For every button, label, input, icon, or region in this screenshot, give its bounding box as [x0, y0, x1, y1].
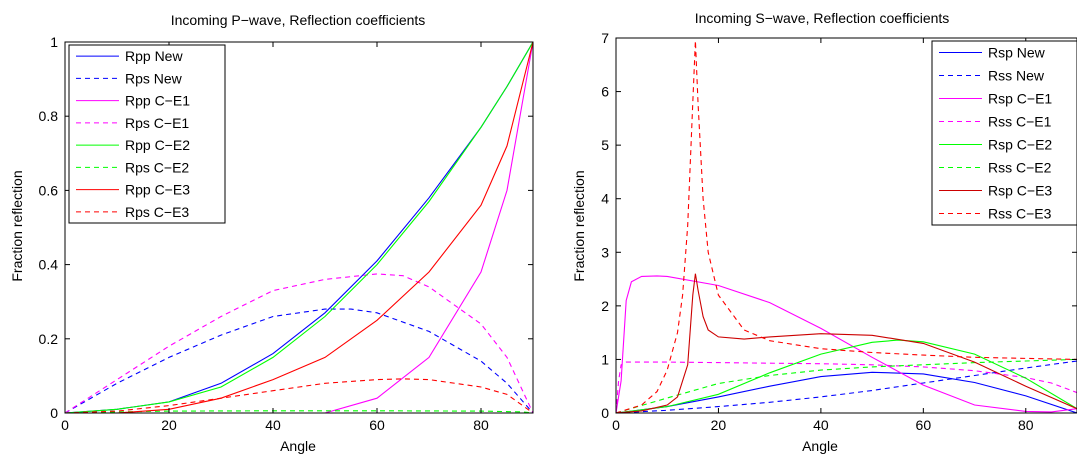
y-tick-label: 2: [601, 298, 609, 314]
legend-label-4: Rpp C−E2: [125, 137, 190, 153]
series-line-5: [616, 358, 1077, 413]
legend-label-3: Rps C−E1: [125, 115, 189, 131]
x-tick-label: 40: [265, 417, 281, 433]
legend-label-1: Rss New: [988, 68, 1045, 84]
series-line-6: [616, 273, 1077, 413]
series-line-7: [616, 40, 1077, 413]
legend-label-7: Rps C−E3: [125, 204, 189, 220]
chart-title: Incoming S−wave, Reflection coefficients: [695, 10, 950, 26]
y-tick-label: 1: [50, 34, 58, 50]
axes-frame: [64, 41, 534, 414]
x-tick-label: 80: [473, 417, 489, 433]
axes-frame: [615, 37, 1077, 414]
y-tick-label: 4: [601, 191, 609, 207]
legend-label-5: Rps C−E2: [125, 159, 189, 175]
chart-s-wave: Incoming S−wave, Reflection coefficients…: [571, 10, 1077, 454]
y-tick-label: 0.8: [39, 108, 59, 124]
y-tick-label: 0.6: [39, 182, 59, 198]
series-line-3: [65, 273, 533, 413]
legend: Rpp New Rps New Rpp C−E1 Rps C−E1 Rpp C−E2 Rp…: [68, 44, 226, 224]
x-axis-label: Angle: [802, 438, 838, 454]
y-tick-label: 0.4: [39, 257, 59, 273]
legend-label-0: Rpp New: [125, 48, 183, 64]
x-tick-label: 0: [61, 417, 69, 433]
series-line-2: [65, 42, 533, 413]
series-line-1: [616, 360, 1077, 413]
series-line-7: [65, 378, 533, 413]
x-tick-label: 0: [612, 417, 620, 433]
y-tick-label: 0: [50, 405, 58, 421]
series-group: [616, 40, 1077, 413]
series-line-5: [65, 410, 533, 413]
x-axis-label: Angle: [280, 438, 316, 454]
chart-p-wave: Incoming P−wave, Reflection coefficients…: [9, 12, 534, 454]
x-tick-label: 40: [813, 417, 829, 433]
legend-label-3: Rss C−E1: [988, 114, 1052, 130]
legend-label-1: Rps New: [125, 70, 183, 86]
legend-label-5: Rss C−E2: [988, 160, 1052, 176]
y-tick-label: 5: [601, 137, 609, 153]
series-line-3: [616, 361, 1077, 413]
legend-label-2: Rpp C−E1: [125, 93, 190, 109]
legend-label-7: Rss C−E3: [988, 206, 1052, 222]
x-tick-label: 60: [369, 417, 385, 433]
series-line-4: [65, 42, 533, 413]
y-tick-label: 6: [601, 84, 609, 100]
series-line-6: [65, 42, 533, 413]
legend-label-4: Rsp C−E2: [988, 137, 1052, 153]
x-tick-label: 60: [916, 417, 932, 433]
legend: Rsp New Rss New Rsp C−E1 Rss C−E1 Rsp C−E2 Rs…: [931, 40, 1077, 226]
legend-box: [931, 40, 1077, 226]
y-tick-label: 1: [601, 351, 609, 367]
legend-label-2: Rsp C−E1: [988, 91, 1052, 107]
y-axis-label: Fraction reflection: [571, 170, 587, 281]
legend-label-6: Rpp C−E3: [125, 182, 190, 198]
y-axis-label: Fraction reflection: [9, 170, 25, 281]
y-tick-label: 7: [601, 30, 609, 46]
series-group: [65, 42, 533, 413]
series-line-2: [616, 275, 1077, 413]
y-tick-label: 0.2: [39, 331, 59, 347]
legend-box: [68, 44, 226, 224]
y-tick-label: 0: [601, 405, 609, 421]
series-line-1: [65, 308, 533, 413]
chart-title: Incoming P−wave, Reflection coefficients: [171, 12, 426, 28]
x-tick-label: 20: [161, 417, 177, 433]
legend-label-0: Rsp New: [988, 45, 1046, 61]
y-tick-label: 3: [601, 244, 609, 260]
x-tick-label: 20: [711, 417, 727, 433]
legend-label-6: Rsp C−E3: [988, 183, 1052, 199]
x-tick-label: 80: [1018, 417, 1034, 433]
